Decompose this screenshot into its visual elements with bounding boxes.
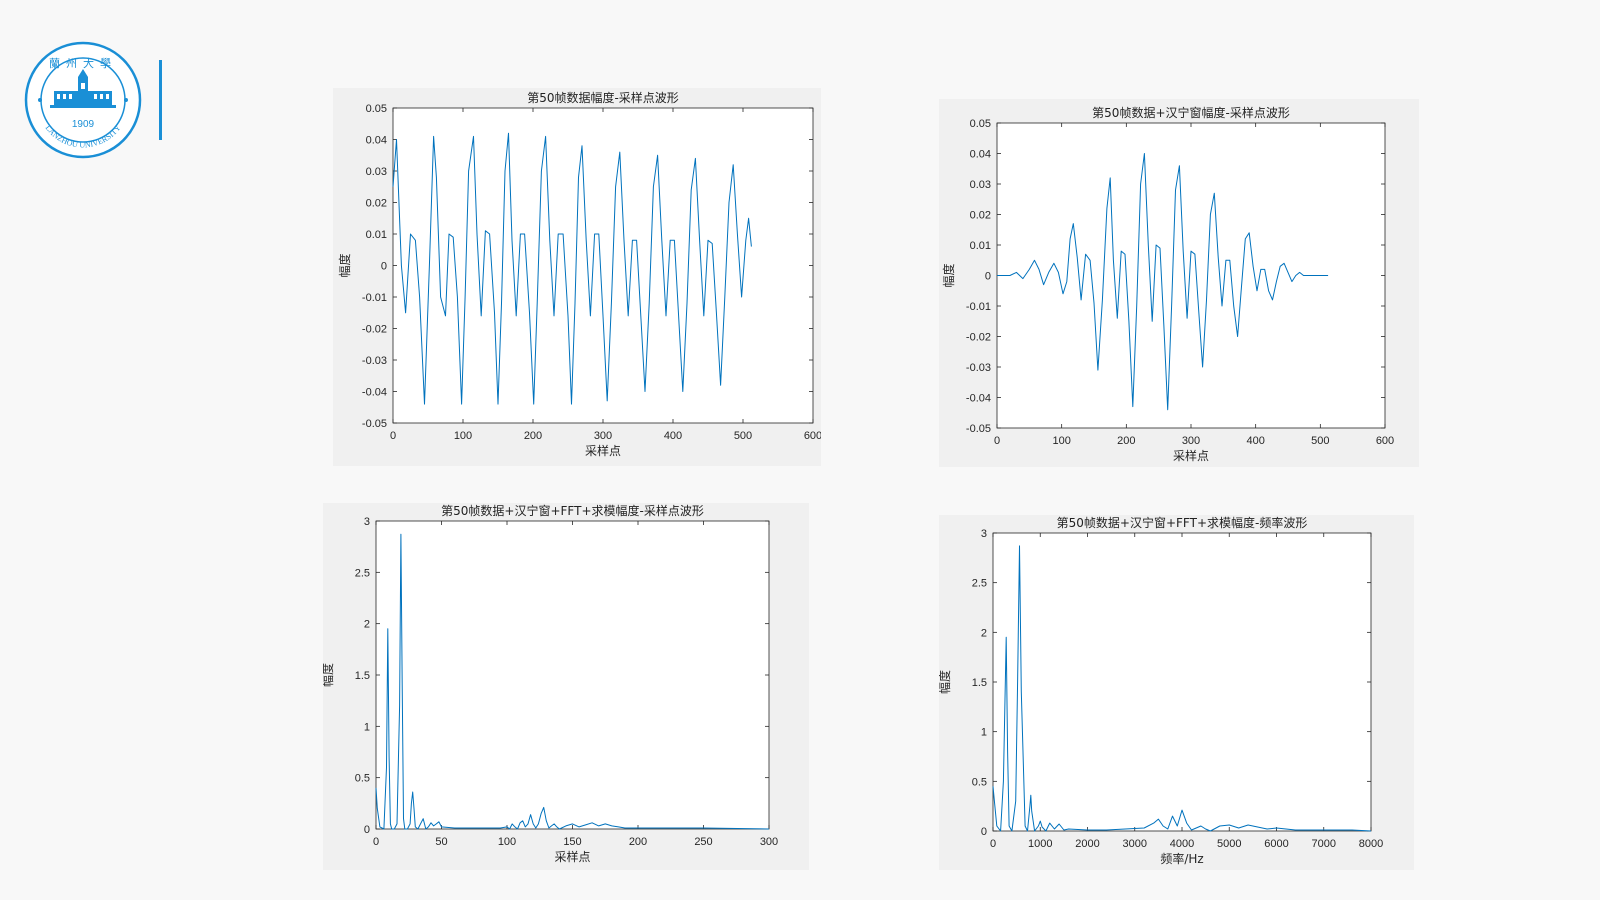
x-tick-label: 0 [990,838,996,850]
x-tick-label: 300 [760,836,778,848]
x-tick-label: 300 [1182,435,1200,447]
y-tick-label: 0 [981,826,987,838]
x-tick-label: 0 [994,435,1000,447]
y-tick-label: -0.03 [966,362,991,374]
y-tick-label: -0.01 [362,292,387,304]
y-tick-label: -0.04 [966,393,991,405]
x-tick-label: 4000 [1170,838,1194,850]
y-tick-label: -0.04 [362,387,387,399]
y-tick-label: 1.5 [972,677,987,689]
chart-fft-frequency: 第50帧数据+汉宁窗+FFT+求模幅度-频率波形 0 1000 2000 3000 400… [939,515,1383,866]
plot-area [992,532,1372,832]
x-tick-label: 1000 [1028,838,1052,850]
chart-title: 第50帧数据+汉宁窗+FFT+求模幅度-采样点波形 [441,503,704,518]
x-tick-label: 0 [373,836,379,848]
series-line [997,153,1329,411]
x-tick-label: 100 [1052,435,1070,447]
y-tick-label: 1 [364,721,370,733]
x-tick-label: 0 [390,430,396,442]
y-tick-label: 0 [381,261,387,273]
y-tick-label: 0.02 [970,210,991,222]
x-tick-label: 3000 [1123,838,1147,850]
y-tick-label: -0.02 [966,332,991,344]
x-tick-label: 7000 [1312,838,1336,850]
x-tick-label: 200 [1117,435,1135,447]
x-tick-label: 100 [454,430,472,442]
series-line [392,132,752,405]
y-tick-label: 0.5 [972,776,987,788]
x-axis-label: 采样点 [585,443,621,458]
chart-fft-samples: 第50帧数据+汉宁窗+FFT+求模幅度-采样点波形 0 50 100 150 200 250… [323,503,778,864]
x-tick-label: 600 [1376,435,1394,447]
y-tick-label: 1 [981,727,987,739]
x-tick-label: 500 [734,430,752,442]
x-tick-label: 200 [524,430,542,442]
y-tick-label: 0.5 [355,773,370,785]
x-tick-label: 500 [1311,435,1329,447]
x-tick-label: 250 [694,836,712,848]
x-tick-label: 400 [1246,435,1264,447]
chart-panel-4: 第50帧数据+汉宁窗+FFT+求模幅度-频率波形 0 1000 2000 3000 400… [939,515,1414,870]
chart-panel-2: 第50帧数据+汉宁窗幅度-采样点波形 0 100 200 300 400 500 600 0.0… [939,99,1419,467]
chart-time-waveform: 第50帧数据幅度-采样点波形 0 100 200 300 400 500 600 0.05 0.0… [337,90,821,458]
y-axis-label: 幅度 [337,253,352,277]
y-tick-label: 0.04 [970,149,991,161]
y-axis-label: 幅度 [323,663,335,687]
series-line [992,545,1372,832]
y-tick-label: 0.03 [366,166,387,178]
chart-panel-1: 第50帧数据幅度-采样点波形 0 100 200 300 400 500 600 0.05 0.0… [333,88,821,466]
chart-panel-3: 第50帧数据+汉宁窗+FFT+求模幅度-采样点波形 0 50 100 150 200 250… [323,503,809,870]
x-tick-label: 5000 [1217,838,1241,850]
y-axis-label: 幅度 [941,263,956,287]
chart-title: 第50帧数据+汉宁窗幅度-采样点波形 [1092,105,1290,120]
y-tick-label: -0.05 [362,418,387,430]
logo-top-text: 蘭州大學 [49,56,117,70]
y-tick-label: 2.5 [355,567,370,579]
y-tick-label: 3 [981,528,987,540]
plot-area [392,107,814,424]
y-tick-label: 0 [364,824,370,836]
y-tick-label: -0.02 [362,324,387,336]
x-tick-label: 300 [594,430,612,442]
y-tick-label: 0.05 [970,118,991,130]
x-tick-label: 2000 [1075,838,1099,850]
y-tick-label: 0.02 [366,198,387,210]
x-tick-label: 600 [804,430,821,442]
y-tick-label: 2 [364,619,370,631]
y-tick-label: -0.05 [966,423,991,435]
chart-title: 第50帧数据+汉宁窗+FFT+求模幅度-频率波形 [1057,515,1308,530]
y-tick-label: 3 [364,516,370,528]
y-tick-label: 1.5 [355,670,370,682]
x-tick-label: 50 [435,836,447,848]
y-tick-label: 0.03 [970,179,991,191]
logo-year: 1909 [72,119,95,130]
x-axis-label: 频率/Hz [1160,851,1203,866]
university-logo: 1909 蘭州大學 LANZHOU UNIVERSITY [24,41,142,159]
y-axis-label: 幅度 [939,670,952,694]
x-tick-label: 100 [498,836,516,848]
y-tick-label: 0.01 [970,240,991,252]
y-tick-label: 0.04 [366,135,387,147]
y-tick-label: 0 [985,271,991,283]
y-tick-label: 0.01 [366,229,387,241]
chart-windowed-waveform: 第50帧数据+汉宁窗幅度-采样点波形 0 100 200 300 400 500 600 0.0… [941,105,1394,463]
x-tick-label: 6000 [1264,838,1288,850]
chart-title: 第50帧数据幅度-采样点波形 [527,90,679,105]
y-tick-label: -0.01 [966,301,991,313]
y-tick-label: 0.05 [366,103,387,115]
x-tick-label: 8000 [1359,838,1383,850]
x-axis-label: 采样点 [554,849,590,864]
y-tick-label: 2.5 [972,578,987,590]
y-tick-label: -0.03 [362,355,387,367]
plot-area [375,520,770,830]
series-line [375,533,770,830]
x-tick-label: 150 [563,836,581,848]
y-tick-label: 2 [981,627,987,639]
x-axis-label: 采样点 [1173,448,1209,463]
x-tick-label: 200 [629,836,647,848]
x-tick-label: 400 [664,430,682,442]
header-divider [159,60,162,140]
